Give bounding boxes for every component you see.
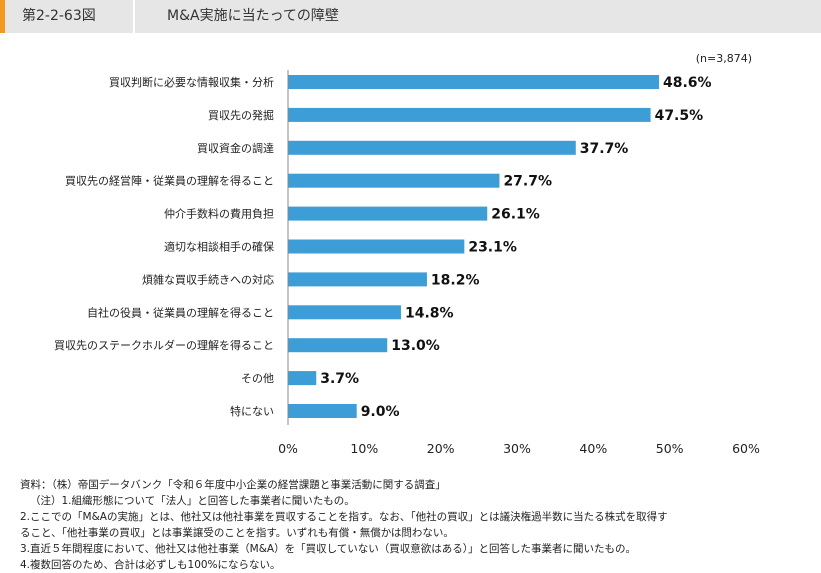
category-label: その他 [241,372,274,385]
category-label: 買収判断に必要な情報収集・分析 [109,75,274,89]
x-tick-label: 30% [503,441,531,456]
value-label: 48.6% [663,75,712,91]
bar [288,371,317,386]
value-label: 14.8% [405,305,454,321]
value-label: 3.7% [320,371,359,387]
category-label: 買収先の経営陣・従業員の理解を得ること [65,174,274,188]
bar [288,173,500,188]
notes-block: 資料：（株）帝国データバンク「令和６年度中小企業の経営課題と事業活動に関する調査… [20,477,810,573]
note-source: 資料：（株）帝国データバンク「令和６年度中小企業の経営課題と事業活動に関する調査… [20,479,446,491]
header-accent-bar [0,0,5,33]
category-label: 自社の役員・従業員の理解を得ること [87,305,274,319]
value-label: 13.0% [391,338,440,354]
note-2-cont: ること、「他社事業の買収」とは事業譲受のことを指す。いずれも有償・無償かは問わな… [20,527,454,539]
note-2: 2.ここでの「M&Aの実施」とは、他社又は他社事業を買収することを指す。なお、「… [20,511,668,523]
figure-header: 第2-2-63図 M&A実施に当たっての障壁 [0,0,821,33]
value-label: 37.7% [580,141,629,157]
bar [288,107,651,122]
category-label: 特にない [230,404,274,418]
bar [288,305,401,320]
header-divider [133,0,135,33]
note-1: （注）1.組織形態について「法人」と回答した事業者に聞いたもの。 [30,495,355,507]
bar [288,404,357,418]
value-label: 26.1% [491,207,540,223]
x-tick-label: 10% [350,441,378,456]
bar [288,140,576,155]
x-tick-label: 60% [732,441,760,456]
x-tick-label: 40% [579,441,607,456]
category-label: 買収先の発掘 [208,108,274,122]
category-label: 仲介手数料の費用負担 [164,207,274,221]
x-tick-label: 0% [278,441,298,456]
category-label: 買収資金の調達 [197,141,274,155]
figure-number: 第2-2-63図 [22,8,96,24]
category-label: 煩雑な買収手続きへの対応 [142,272,274,286]
x-tick-label: 20% [427,441,455,456]
bar [288,239,465,254]
sample-size-note: (n=3,874) [696,52,752,65]
bar [288,206,488,221]
bar-chart: 買収判断に必要な情報収集・分析 48.6% 買収先の発掘 47.5% 買収資金の調達 37… [54,52,760,456]
note-4: 4.複数回答のため、合計は必ずしも100%にならない。 [20,559,281,571]
category-label: 適切な相談相手の確保 [164,240,274,254]
x-tick-label: 50% [656,441,684,456]
bar [288,338,388,353]
bar [288,272,427,287]
value-label: 18.2% [431,272,480,288]
note-3: 3.直近５年間程度において、他社又は他社事業（M&A）を「買収していない（買収意… [20,543,637,555]
value-label: 27.7% [503,174,552,190]
x-axis: 0% 10% 20% 30% 40% 50% 60% [278,70,760,456]
labels-layer: 買収判断に必要な情報収集・分析 48.6% 買収先の発掘 47.5% 買収資金の調達 37… [54,75,712,420]
bar [288,75,659,89]
value-label: 23.1% [468,240,517,256]
bars-layer [288,75,659,418]
value-label: 9.0% [361,404,400,420]
category-label: 買収先のステークホルダーの理解を得ること [54,338,274,352]
value-label: 47.5% [655,108,704,124]
figure-title: M&A実施に当たっての障壁 [167,8,339,24]
